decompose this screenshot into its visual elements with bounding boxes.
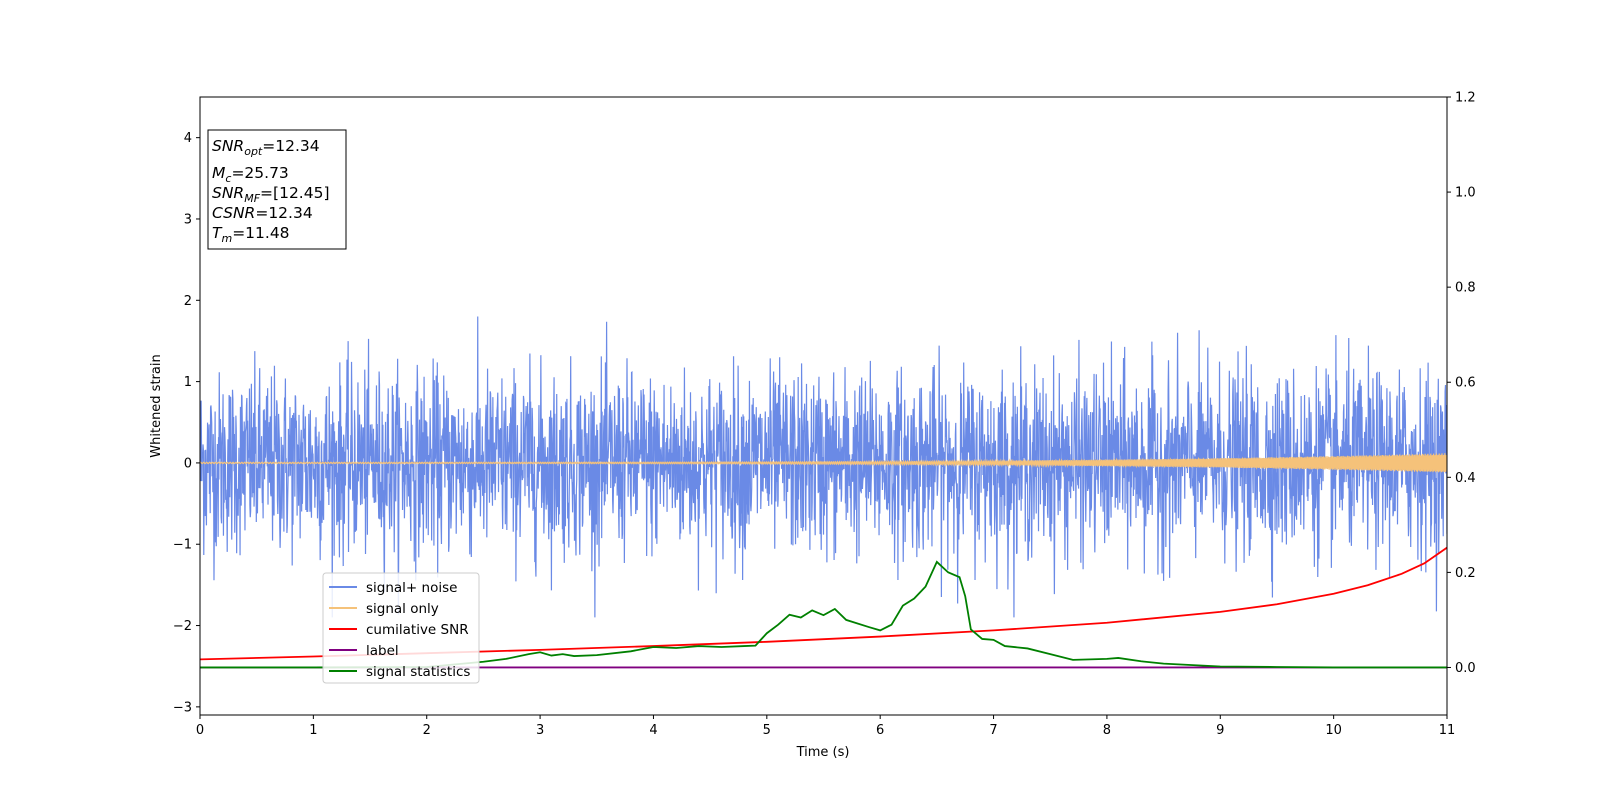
x-tick-label: 11: [1439, 723, 1456, 738]
annotation-line: CSNR=12.34: [212, 204, 313, 222]
y-axis-label: Whitened strain: [149, 354, 164, 457]
legend-entry: label: [366, 643, 399, 659]
annotation-line: SNRMF=[12.45]: [212, 184, 330, 205]
y2-tick-label: 0.2: [1455, 566, 1476, 581]
legend-entry: signal statistics: [366, 664, 470, 680]
y2-tick-label: 0.4: [1455, 471, 1476, 486]
x-tick-label: 3: [536, 723, 544, 738]
y2-tick-label: 0.0: [1455, 661, 1476, 676]
y-tick-label: 2: [184, 294, 192, 309]
y2-tick-label: 0.6: [1455, 376, 1476, 391]
annotation-line: Tm=11.48: [212, 224, 290, 245]
legend-entry: cumilative SNR: [366, 622, 469, 638]
x-tick-label: 10: [1325, 723, 1342, 738]
y-tick-label: −1: [173, 538, 192, 553]
y-axis-right: 0.0 0.2 0.4 0.6 0.8 1.0 1.2: [1447, 91, 1476, 676]
x-tick-label: 6: [876, 723, 884, 738]
legend-entry: signal+ noise: [366, 580, 457, 596]
x-tick-label: 5: [763, 723, 771, 738]
y-axis-left: −3 −2 −1 0 1 2 3 4: [173, 131, 200, 715]
x-tick-label: 4: [649, 723, 657, 738]
x-tick-label: 0: [196, 723, 204, 738]
x-axis: 0 1 2 3 4 5 6 7 8 9 10 11: [196, 715, 1455, 738]
series-signal-statistics: [200, 560, 1447, 669]
x-tick-label: 8: [1103, 723, 1111, 738]
series-cumulative-snr: [200, 546, 1447, 661]
x-tick-label: 9: [1216, 723, 1224, 738]
x-tick-label: 7: [989, 723, 997, 738]
plot-frame: [199, 96, 1448, 716]
y-tick-label: 3: [184, 212, 192, 227]
y-tick-label: 1: [184, 375, 192, 390]
y-tick-label: 4: [184, 131, 192, 146]
y2-tick-label: 1.2: [1455, 91, 1476, 106]
y-tick-label: −3: [173, 700, 192, 715]
annotation-line: SNRopt=12.34: [212, 137, 320, 158]
legend-entry: signal only: [366, 601, 439, 617]
x-tick-label: 1: [309, 723, 317, 738]
y2-tick-label: 1.0: [1455, 186, 1476, 201]
y2-tick-label: 0.8: [1455, 281, 1476, 296]
y-tick-label: −2: [173, 619, 192, 634]
x-axis-label: Time (s): [796, 745, 850, 760]
y-tick-label: 0: [184, 456, 192, 471]
annotation-box: SNRopt=12.34 Mc=25.73SNRMF=[12.45]CSNR=12…: [207, 129, 347, 250]
annotation-line: Mc=25.73: [212, 164, 289, 185]
series-signal-only: [200, 453, 1447, 473]
legend: signal+ noise signal only cumilative SNR la…: [322, 572, 480, 684]
x-tick-label: 2: [423, 723, 431, 738]
